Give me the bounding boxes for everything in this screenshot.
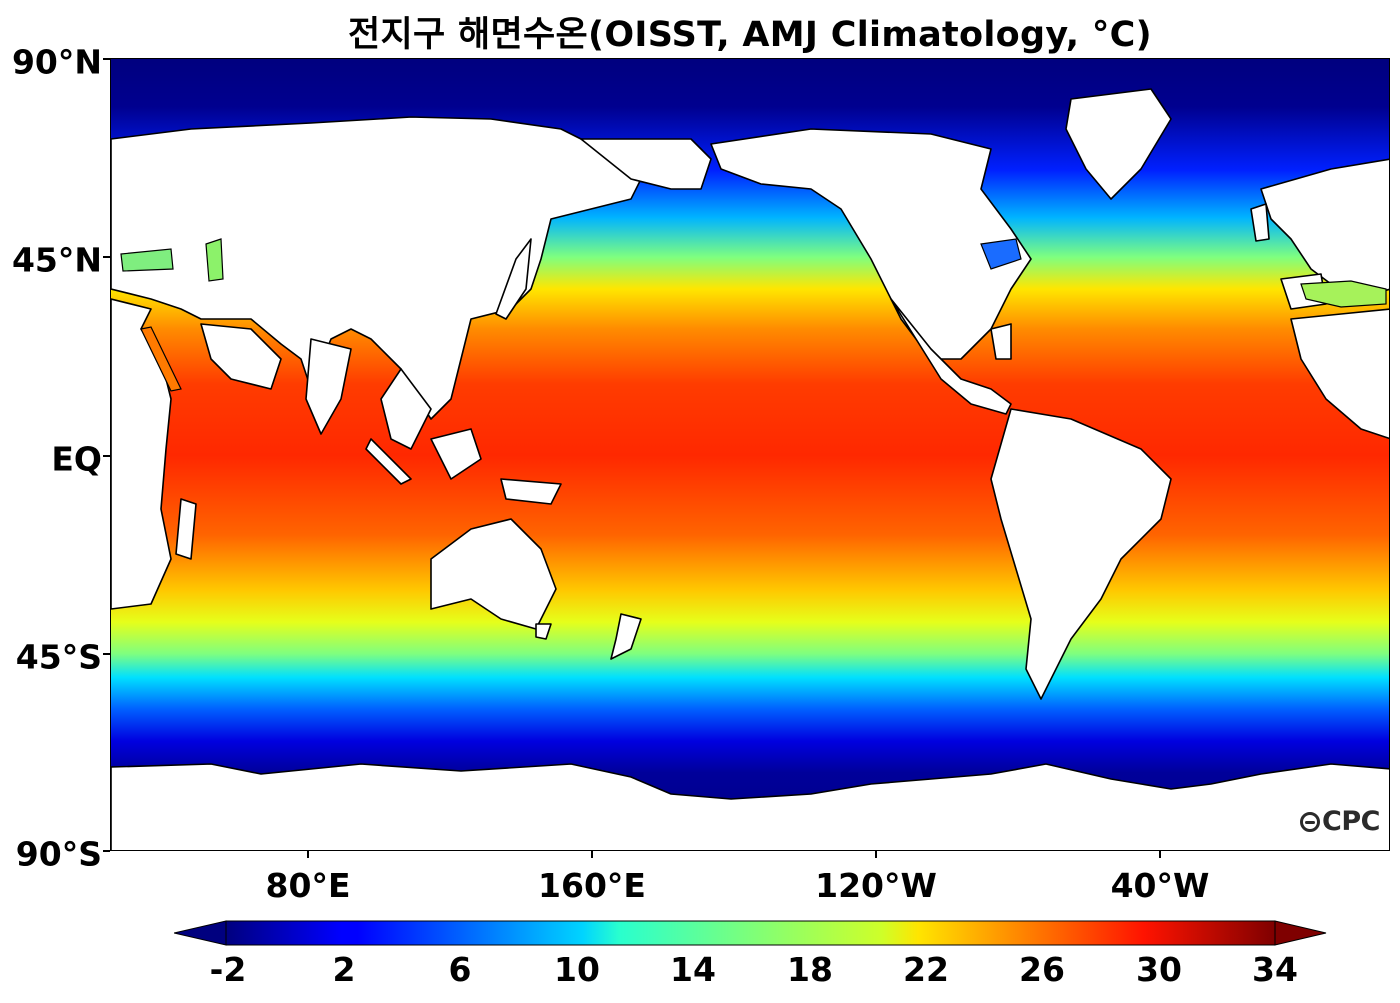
japan-landmass <box>495 238 532 320</box>
south-america-landmass <box>990 408 1172 700</box>
mediterranean-sea <box>1300 280 1387 308</box>
lon-label-120w: 120°W <box>815 866 937 905</box>
lat-label-90n: 90°N <box>11 42 102 82</box>
colorbar <box>174 920 1327 946</box>
lat-label-90s: 90°S <box>15 834 102 874</box>
land-masses <box>111 88 1389 850</box>
australia-landmass <box>430 518 557 630</box>
colorbar-tick-label: 34 <box>1252 950 1298 989</box>
arabia-landmass <box>200 323 282 390</box>
red-sea <box>140 326 182 392</box>
inland-seas <box>120 238 1387 392</box>
india-landmass <box>305 338 352 435</box>
lat-label-eq: EQ <box>51 439 102 479</box>
borneo-landmass <box>430 428 482 480</box>
lon-label-40w: 40°W <box>1110 866 1210 905</box>
lat-tick <box>103 653 110 655</box>
north-america-landmass <box>710 128 1032 360</box>
sumatra-landmass <box>365 438 412 485</box>
lon-label-160e: 160°E <box>538 866 646 905</box>
colorbar-tick-label: 6 <box>448 950 472 989</box>
colorbar-tick-label: 10 <box>554 950 600 989</box>
lat-tick <box>103 58 110 60</box>
lon-tick <box>1159 851 1161 858</box>
great-britain-landmass <box>1250 203 1270 242</box>
madagascar-landmass <box>175 498 197 560</box>
colorbar-tick-label: 22 <box>903 950 949 989</box>
colorbar-tick-label: 30 <box>1136 950 1182 989</box>
logo-text: CPC <box>1322 806 1380 837</box>
lat-label-45n: 45°N <box>11 240 102 280</box>
greenland-landmass <box>1065 88 1172 200</box>
colorbar-extend-high <box>1274 920 1327 946</box>
lat-label-45s: 45°S <box>15 637 102 677</box>
eurasia-landmass <box>111 116 642 420</box>
se-asia-landmass <box>380 368 432 450</box>
new-guinea-landmass <box>500 478 562 505</box>
west-africa-landmass <box>1290 308 1389 440</box>
colorbar-tick-label: 2 <box>332 950 356 989</box>
caspian-sea <box>205 238 224 282</box>
colorbar-body <box>225 920 1276 946</box>
page-title: 전지구 해면수온(OISST, AMJ Climatology, °C) <box>348 15 1152 55</box>
central-america-landmass <box>890 298 1012 415</box>
lat-tick <box>103 256 110 258</box>
antarctica-landmass <box>111 763 1389 850</box>
globe-logo-icon <box>1300 811 1320 832</box>
lat-tick <box>103 850 110 852</box>
sst-map <box>110 58 1390 851</box>
lat-tick <box>103 455 110 457</box>
colorbar-tick-label: 14 <box>670 950 716 989</box>
new-zealand-landmass <box>610 613 642 660</box>
colorbar-tick-label: 18 <box>787 950 833 989</box>
lon-tick <box>307 851 309 858</box>
lon-tick <box>591 851 593 858</box>
colorbar-extend-low <box>174 920 227 946</box>
lon-tick <box>875 851 877 858</box>
florida-landmass <box>990 323 1012 360</box>
cpc-logo: CPC <box>1300 806 1380 837</box>
great-lakes <box>980 238 1022 270</box>
black-sea <box>120 248 174 272</box>
ne-asia-landmass <box>580 138 712 190</box>
colorbar-tick-label: 26 <box>1019 950 1065 989</box>
tasmania-landmass <box>535 623 552 640</box>
africa-landmass <box>111 298 172 610</box>
colorbar-tick-label: -2 <box>209 950 247 989</box>
lon-label-80e: 80°E <box>265 866 351 905</box>
